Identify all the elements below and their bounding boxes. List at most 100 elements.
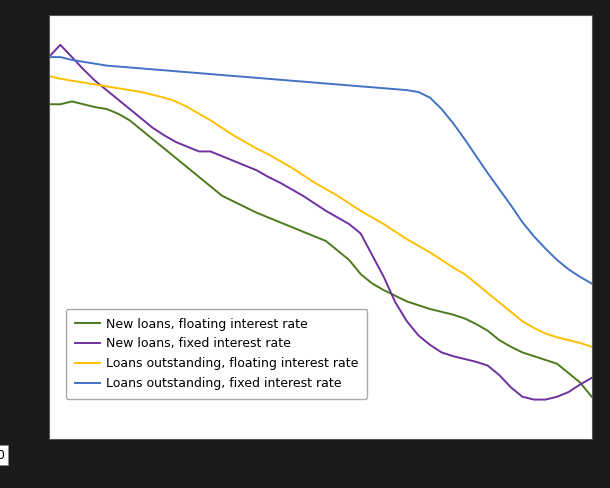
Loans outstanding, fixed interest rate xyxy=(242,74,249,80)
Loans outstanding, fixed interest rate xyxy=(207,71,214,77)
New loans, fixed interest rate xyxy=(415,332,422,338)
New loans, fixed interest rate xyxy=(184,144,191,150)
Loans outstanding, floating interest rate xyxy=(484,290,492,296)
Loans outstanding, floating interest rate xyxy=(553,334,561,340)
Loans outstanding, fixed interest rate xyxy=(473,153,480,159)
Text: 0: 0 xyxy=(0,448,4,462)
New loans, floating interest rate xyxy=(115,111,122,117)
Loans outstanding, fixed interest rate xyxy=(357,83,364,89)
Loans outstanding, floating interest rate xyxy=(115,85,122,91)
New loans, fixed interest rate xyxy=(265,174,272,180)
New loans, floating interest rate xyxy=(518,349,526,355)
Loans outstanding, fixed interest rate xyxy=(300,79,307,84)
Loans outstanding, fixed interest rate xyxy=(553,257,561,263)
Loans outstanding, floating interest rate xyxy=(392,229,399,235)
Loans outstanding, floating interest rate xyxy=(438,257,445,263)
Loans outstanding, floating interest rate xyxy=(542,330,549,336)
New loans, floating interest rate xyxy=(426,306,434,312)
New loans, fixed interest rate xyxy=(368,252,376,258)
New loans, floating interest rate xyxy=(288,224,295,230)
New loans, floating interest rate xyxy=(576,380,584,386)
New loans, floating interest rate xyxy=(461,316,468,322)
New loans, floating interest rate xyxy=(195,174,203,180)
Loans outstanding, fixed interest rate xyxy=(45,54,52,60)
New loans, floating interest rate xyxy=(160,146,168,152)
New loans, fixed interest rate xyxy=(276,180,284,185)
Loans outstanding, floating interest rate xyxy=(57,76,64,81)
New loans, floating interest rate xyxy=(207,183,214,189)
New loans, floating interest rate xyxy=(553,361,561,366)
Loans outstanding, floating interest rate xyxy=(311,180,318,185)
Loans outstanding, floating interest rate xyxy=(345,201,353,206)
New loans, fixed interest rate xyxy=(357,231,364,237)
Loans outstanding, floating interest rate xyxy=(253,146,260,152)
Loans outstanding, floating interest rate xyxy=(518,318,526,324)
Loans outstanding, floating interest rate xyxy=(334,193,341,199)
Loans outstanding, fixed interest rate xyxy=(288,78,295,83)
Loans outstanding, floating interest rate xyxy=(380,221,387,227)
New loans, fixed interest rate xyxy=(392,300,399,305)
New loans, floating interest rate xyxy=(473,321,480,327)
New loans, floating interest rate xyxy=(242,204,249,210)
Loans outstanding, floating interest rate xyxy=(415,243,422,249)
Loans outstanding, fixed interest rate xyxy=(57,54,64,60)
Loans outstanding, floating interest rate xyxy=(68,78,76,83)
New loans, fixed interest rate xyxy=(473,359,480,365)
New loans, floating interest rate xyxy=(68,99,76,104)
New loans, fixed interest rate xyxy=(461,356,468,362)
Loans outstanding, floating interest rate xyxy=(218,125,226,131)
New loans, floating interest rate xyxy=(496,337,503,343)
New loans, fixed interest rate xyxy=(542,397,549,403)
Loans outstanding, fixed interest rate xyxy=(345,82,353,88)
New loans, fixed interest rate xyxy=(588,375,595,381)
Loans outstanding, floating interest rate xyxy=(426,249,434,255)
Loans outstanding, fixed interest rate xyxy=(588,281,595,286)
Loans outstanding, floating interest rate xyxy=(300,172,307,178)
Loans outstanding, fixed interest rate xyxy=(415,89,422,95)
Loans outstanding, floating interest rate xyxy=(126,87,134,93)
Loans outstanding, fixed interest rate xyxy=(380,85,387,91)
New loans, fixed interest rate xyxy=(530,397,537,403)
New loans, floating interest rate xyxy=(415,302,422,308)
New loans, fixed interest rate xyxy=(403,318,411,324)
Loans outstanding, fixed interest rate xyxy=(507,203,514,208)
New loans, floating interest rate xyxy=(322,238,329,244)
Line: New loans, floating interest rate: New loans, floating interest rate xyxy=(49,102,592,397)
New loans, floating interest rate xyxy=(507,344,514,350)
New loans, floating interest rate xyxy=(80,102,87,107)
New loans, fixed interest rate xyxy=(242,163,249,168)
New loans, floating interest rate xyxy=(368,281,376,286)
Loans outstanding, floating interest rate xyxy=(450,264,457,270)
New loans, floating interest rate xyxy=(126,118,134,123)
Loans outstanding, fixed interest rate xyxy=(334,81,341,87)
Loans outstanding, floating interest rate xyxy=(357,208,364,214)
Loans outstanding, floating interest rate xyxy=(207,118,214,123)
New loans, floating interest rate xyxy=(542,357,549,363)
New loans, fixed interest rate xyxy=(334,215,341,221)
New loans, fixed interest rate xyxy=(565,389,572,395)
Loans outstanding, fixed interest rate xyxy=(276,77,284,82)
Loans outstanding, floating interest rate xyxy=(496,300,503,305)
New loans, fixed interest rate xyxy=(322,208,329,214)
New loans, fixed interest rate xyxy=(80,66,87,72)
Loans outstanding, floating interest rate xyxy=(403,236,411,242)
Loans outstanding, floating interest rate xyxy=(80,80,87,85)
New loans, fixed interest rate xyxy=(149,125,156,131)
Line: Loans outstanding, fixed interest rate: Loans outstanding, fixed interest rate xyxy=(49,57,592,284)
New loans, floating interest rate xyxy=(172,155,179,161)
New loans, fixed interest rate xyxy=(218,153,226,159)
New loans, fixed interest rate xyxy=(484,363,492,368)
New loans, fixed interest rate xyxy=(518,394,526,400)
New loans, fixed interest rate xyxy=(68,54,76,60)
Loans outstanding, fixed interest rate xyxy=(172,68,179,74)
Loans outstanding, fixed interest rate xyxy=(68,57,76,63)
New loans, fixed interest rate xyxy=(160,132,168,138)
Loans outstanding, fixed interest rate xyxy=(103,62,110,68)
Loans outstanding, floating interest rate xyxy=(149,92,156,98)
Legend: New loans, floating interest rate, New loans, fixed interest rate, Loans outstan: New loans, floating interest rate, New l… xyxy=(66,309,367,399)
Loans outstanding, floating interest rate xyxy=(137,89,145,95)
New loans, floating interest rate xyxy=(149,136,156,142)
New loans, fixed interest rate xyxy=(172,139,179,145)
Loans outstanding, fixed interest rate xyxy=(426,95,434,101)
Loans outstanding, fixed interest rate xyxy=(403,87,411,93)
